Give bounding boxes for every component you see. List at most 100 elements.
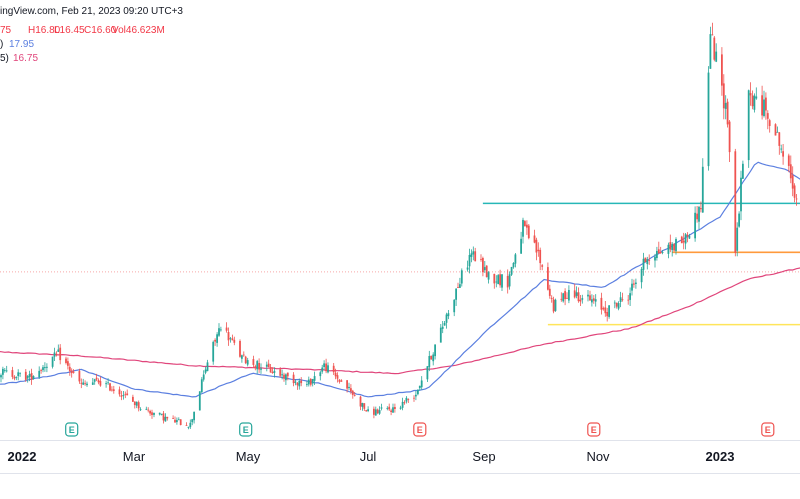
candle <box>336 372 339 383</box>
earnings-marker[interactable]: E <box>761 422 775 437</box>
candle-body <box>191 419 194 423</box>
candle-body <box>780 148 783 150</box>
candle <box>269 364 272 373</box>
candle <box>428 350 431 372</box>
candle-body <box>751 95 754 107</box>
candle-body <box>753 95 756 110</box>
candle-body <box>336 375 339 379</box>
x-tick-label: Nov <box>586 449 610 464</box>
candle <box>751 90 754 110</box>
candle-body <box>793 185 796 198</box>
candle-body <box>28 374 31 377</box>
candle <box>367 406 369 413</box>
candle <box>795 194 798 206</box>
candle <box>323 360 325 370</box>
candle <box>415 390 417 401</box>
candle-body <box>447 313 450 317</box>
candle <box>631 278 633 296</box>
candle-body <box>91 382 94 385</box>
earnings-marker[interactable]: E <box>65 422 79 437</box>
candle-body <box>233 339 236 343</box>
candle <box>566 292 568 299</box>
earnings-marker[interactable]: E <box>587 422 601 437</box>
candle <box>361 402 364 411</box>
candle <box>53 347 56 361</box>
candle-body <box>124 393 127 395</box>
candle <box>216 332 218 347</box>
candle <box>722 74 725 120</box>
earnings-marker[interactable]: E <box>413 422 427 437</box>
candle <box>26 375 29 383</box>
candle-body <box>736 227 739 251</box>
candle <box>15 376 18 381</box>
candle-body <box>575 292 578 296</box>
candle <box>67 357 69 370</box>
candle-body <box>682 240 685 243</box>
candle-body <box>19 372 21 374</box>
candle-body <box>566 297 568 299</box>
candle-body <box>728 121 731 153</box>
candle-body <box>738 213 740 227</box>
earnings-marker[interactable]: E <box>239 422 253 437</box>
candle <box>68 363 71 376</box>
ma-fast-line <box>0 161 800 398</box>
candle-body <box>482 258 484 273</box>
candle-body <box>242 354 245 356</box>
candle <box>246 357 249 367</box>
candle <box>562 292 565 303</box>
candle-body <box>239 341 241 357</box>
candle-body <box>151 412 153 415</box>
candle-body <box>755 96 758 99</box>
candle-body <box>460 270 463 284</box>
candle <box>376 408 379 415</box>
candle <box>789 155 792 184</box>
candle-body <box>166 416 169 419</box>
candle-body <box>696 213 698 220</box>
candle <box>466 260 469 272</box>
candle <box>399 405 402 410</box>
candle-body <box>617 303 620 309</box>
candle-body <box>776 131 779 133</box>
candle <box>726 98 729 128</box>
candle <box>84 380 86 386</box>
candle <box>380 403 383 411</box>
candle <box>124 391 127 399</box>
candle-body <box>67 361 69 366</box>
candle-body <box>279 369 282 376</box>
candle <box>24 369 27 382</box>
candle-body <box>487 272 490 280</box>
candle <box>483 261 486 273</box>
candle-body <box>455 288 457 300</box>
candle <box>179 419 182 426</box>
candle-body <box>227 332 230 341</box>
candle-body <box>267 363 270 368</box>
candle <box>434 344 436 360</box>
candle-body <box>86 383 88 386</box>
candle-body <box>260 368 262 370</box>
candle <box>701 158 704 213</box>
ma-slow-label: 5) <box>0 53 9 64</box>
candle <box>579 295 582 306</box>
candle <box>258 358 260 373</box>
candle-body <box>522 219 524 237</box>
candle <box>187 426 190 430</box>
candle <box>351 389 354 399</box>
candle <box>91 378 94 385</box>
candle-body <box>363 403 366 409</box>
candle-body <box>671 243 674 251</box>
candle-body <box>669 242 672 250</box>
candle-body <box>158 412 161 415</box>
candle-body <box>600 297 603 310</box>
candle-body <box>244 356 247 364</box>
candle-body <box>443 323 446 326</box>
candle <box>514 253 517 268</box>
candle-body <box>485 265 488 278</box>
candle <box>394 403 396 413</box>
candle-body <box>367 409 369 411</box>
candle-body <box>193 411 195 421</box>
candle <box>214 338 216 346</box>
candle <box>5 365 8 373</box>
candle-body <box>493 273 496 284</box>
candle <box>793 183 796 203</box>
